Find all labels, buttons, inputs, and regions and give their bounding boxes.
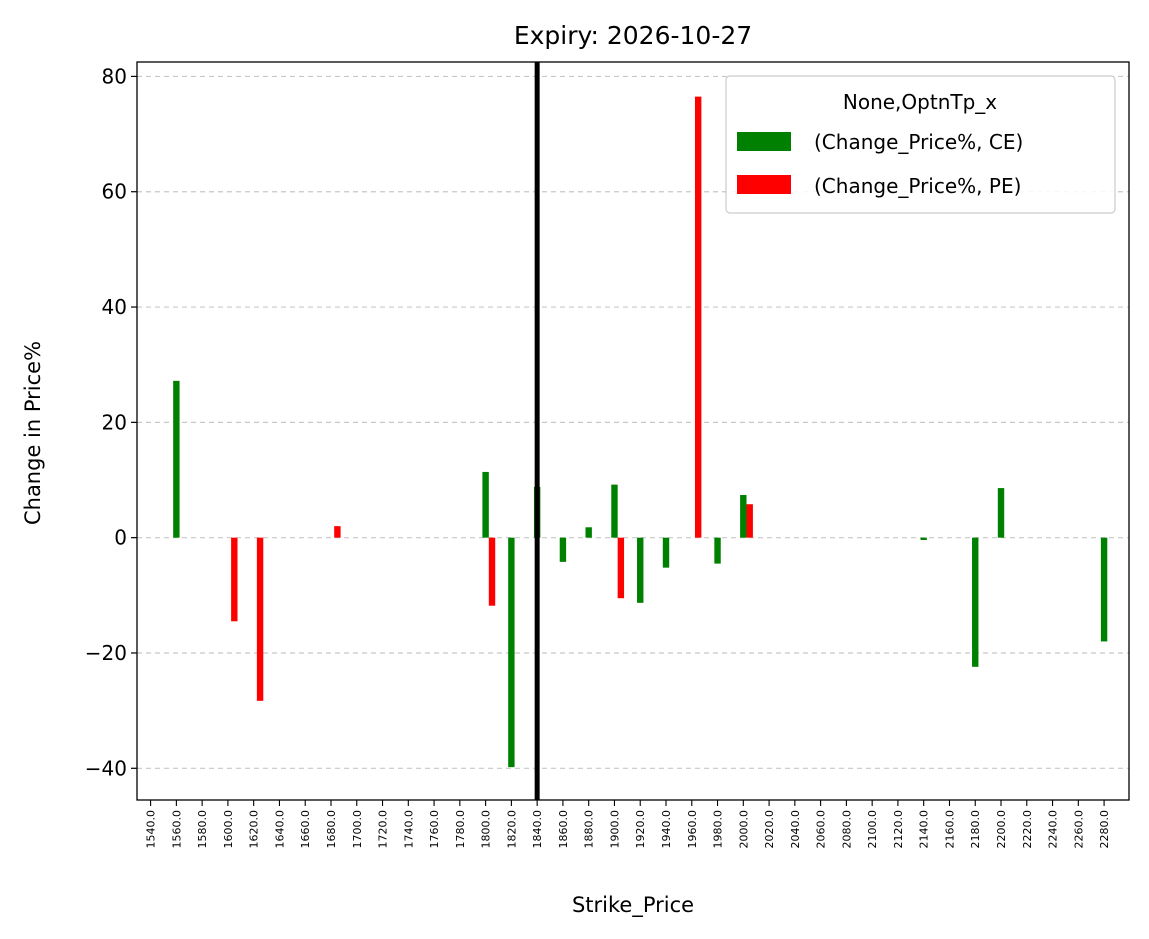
legend-box bbox=[725, 75, 1116, 214]
x-tick-label: 1720.0 bbox=[377, 810, 390, 849]
legend-swatch-ce bbox=[737, 132, 791, 151]
x-tick-label: 1600.0 bbox=[222, 810, 235, 849]
x-tick-label: 1700.0 bbox=[351, 810, 364, 849]
x-tick-label: 1640.0 bbox=[273, 810, 286, 849]
legend-label-ce: (Change_Price%, CE) bbox=[814, 130, 1023, 154]
x-tick-label: 1860.0 bbox=[557, 810, 570, 849]
x-tick-label: 1900.0 bbox=[608, 810, 621, 849]
bar-ce bbox=[997, 488, 1005, 538]
bars bbox=[173, 96, 1108, 768]
x-tick-label: 2040.0 bbox=[789, 810, 802, 849]
bar-pe bbox=[746, 504, 753, 538]
bar-ce bbox=[559, 537, 567, 562]
x-tick-label: 2020.0 bbox=[763, 810, 776, 849]
x-tick-label: 2120.0 bbox=[892, 810, 905, 849]
bar-ce bbox=[920, 537, 927, 540]
x-tick-label: 2080.0 bbox=[840, 810, 853, 849]
x-tick-label: 2240.0 bbox=[1047, 810, 1060, 849]
legend-label-pe: (Change_Price%, PE) bbox=[814, 174, 1021, 198]
x-tick-label: 1680.0 bbox=[325, 810, 338, 849]
x-tick-label: 1580.0 bbox=[196, 810, 209, 849]
x-axis-label: Strike_Price bbox=[572, 893, 694, 918]
x-tick-label: 2200.0 bbox=[995, 810, 1008, 849]
x-tick-label: 2160.0 bbox=[943, 810, 956, 849]
bar-ce bbox=[173, 380, 180, 538]
x-tick-label: 1740.0 bbox=[402, 810, 415, 849]
x-tick-label: 2000.0 bbox=[737, 810, 750, 849]
bar-pe bbox=[694, 96, 702, 538]
bar-ce bbox=[508, 537, 515, 768]
y-tick-label: −40 bbox=[85, 756, 127, 780]
x-tick-label: 1980.0 bbox=[712, 810, 725, 849]
bar-ce bbox=[972, 537, 979, 667]
bar-pe bbox=[334, 526, 341, 538]
bar-ce bbox=[585, 527, 592, 538]
y-tick-label: 40 bbox=[102, 295, 127, 319]
x-tick-label: 2140.0 bbox=[918, 810, 931, 849]
x-axis-ticks: 1540.0 1560.0 1580.0 1600.0 1620.0 1640.0 1660… bbox=[145, 800, 1111, 849]
plot-area-frame bbox=[136, 61, 1130, 801]
legend-title: None,OptnTp_x bbox=[843, 90, 997, 114]
bar-pe bbox=[617, 537, 625, 599]
x-tick-label: 1840.0 bbox=[531, 810, 544, 849]
x-tick-label: 1960.0 bbox=[686, 810, 699, 849]
bar-pe bbox=[488, 537, 496, 606]
x-tick-label: 2280.0 bbox=[1098, 810, 1111, 849]
x-tick-label: 2060.0 bbox=[815, 810, 828, 849]
y-axis-label: Change in Price% bbox=[21, 341, 45, 525]
bar-ce bbox=[611, 484, 618, 538]
y-tick-label: 20 bbox=[102, 410, 127, 434]
x-tick-label: 1760.0 bbox=[428, 810, 441, 849]
legend: None,OptnTp_x (Change_Price%, CE) (Chang… bbox=[725, 75, 1116, 214]
chart-title: Expiry: 2026-10-27 bbox=[514, 21, 752, 50]
y-tick-label: 0 bbox=[114, 526, 127, 550]
y-axis-ticks: −40 −20 0 20 40 60 80 bbox=[85, 64, 137, 780]
bar-ce bbox=[637, 537, 644, 603]
bar-ce bbox=[1100, 537, 1108, 642]
bar-ce bbox=[482, 471, 489, 538]
bar-ce bbox=[714, 537, 721, 564]
x-tick-label: 1940.0 bbox=[660, 810, 673, 849]
x-tick-label: 2100.0 bbox=[866, 810, 879, 849]
y-tick-label: 60 bbox=[102, 180, 127, 204]
x-tick-label: 1880.0 bbox=[583, 810, 596, 849]
x-tick-label: 1660.0 bbox=[299, 810, 312, 849]
x-tick-label: 1780.0 bbox=[454, 810, 467, 849]
x-tick-label: 1920.0 bbox=[634, 810, 647, 849]
x-tick-label: 2220.0 bbox=[1021, 810, 1034, 849]
x-tick-label: 1620.0 bbox=[248, 810, 261, 849]
bar-ce bbox=[662, 537, 670, 568]
x-tick-label: 2260.0 bbox=[1072, 810, 1085, 849]
x-tick-label: 2180.0 bbox=[969, 810, 982, 849]
grid-lines bbox=[137, 75, 1129, 769]
y-tick-label: 80 bbox=[102, 64, 127, 88]
x-tick-label: 1800.0 bbox=[480, 810, 493, 849]
x-tick-label: 1820.0 bbox=[505, 810, 518, 849]
bar-pe bbox=[256, 537, 264, 701]
y-tick-label: −20 bbox=[85, 641, 127, 665]
bar-pe bbox=[231, 537, 238, 622]
legend-swatch-pe bbox=[737, 175, 791, 194]
x-tick-label: 1540.0 bbox=[145, 810, 158, 849]
bar-ce bbox=[740, 494, 747, 538]
x-tick-label: 1560.0 bbox=[170, 810, 183, 849]
